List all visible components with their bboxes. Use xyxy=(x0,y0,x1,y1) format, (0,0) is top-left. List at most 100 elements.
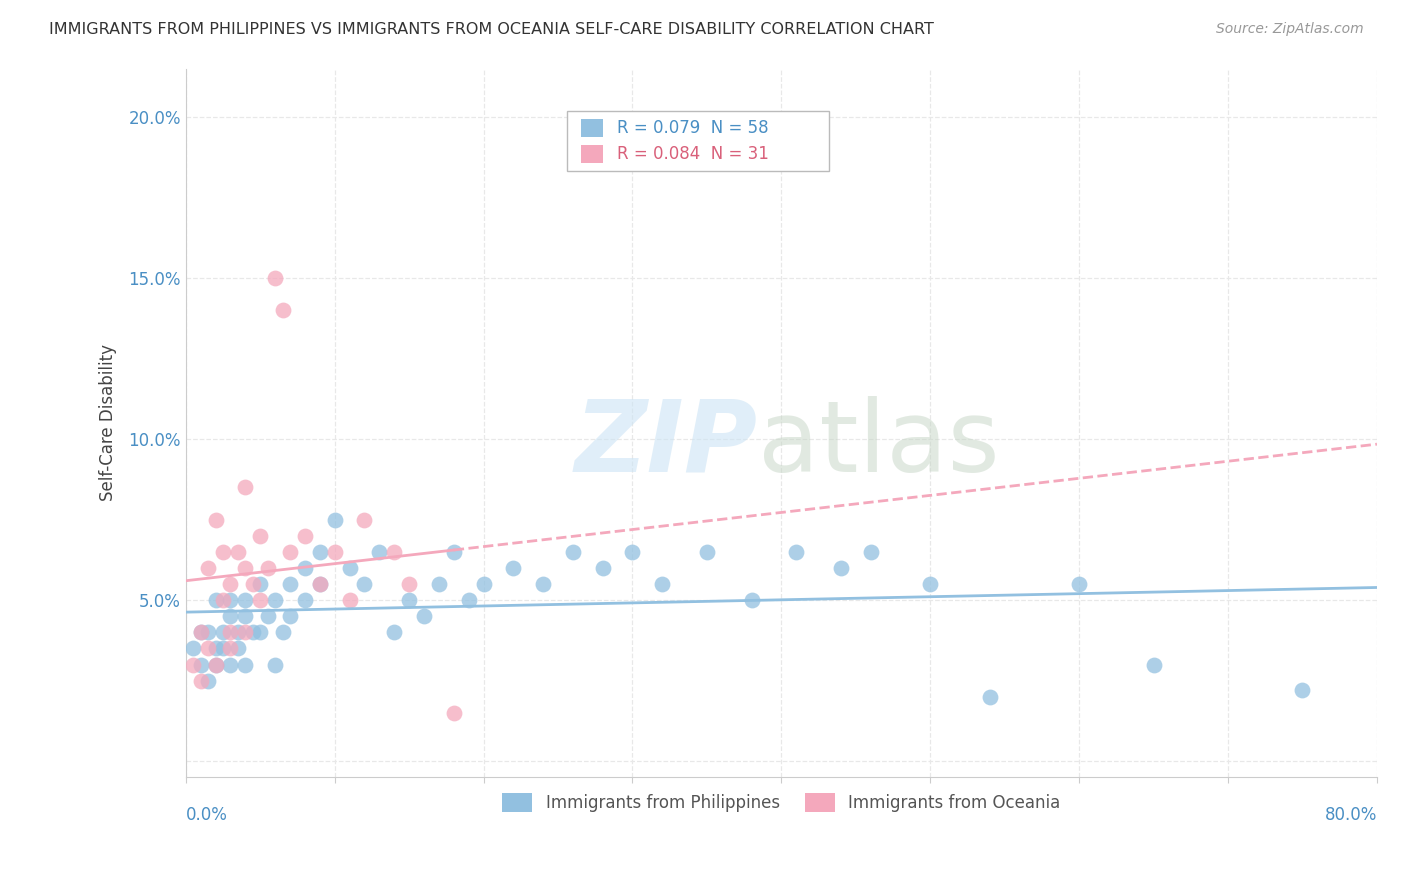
Point xyxy=(382,545,405,559)
Point xyxy=(264,593,287,607)
Text: R = 0.084  N = 31: R = 0.084 N = 31 xyxy=(617,145,769,163)
Point xyxy=(235,625,257,640)
Point xyxy=(621,545,644,559)
Point xyxy=(235,480,257,494)
Point xyxy=(830,561,852,575)
Point xyxy=(443,706,465,720)
Point xyxy=(264,271,287,285)
Point xyxy=(294,529,316,543)
Text: R = 0.079  N = 58: R = 0.079 N = 58 xyxy=(617,120,769,137)
Point xyxy=(212,641,235,656)
Point xyxy=(1142,657,1164,672)
Point xyxy=(235,657,257,672)
Point xyxy=(323,545,346,559)
Point xyxy=(398,593,420,607)
Point xyxy=(242,625,264,640)
Point xyxy=(920,577,942,591)
Legend: Immigrants from Philippines, Immigrants from Oceania: Immigrants from Philippines, Immigrants … xyxy=(496,786,1067,819)
Point xyxy=(457,593,479,607)
Point xyxy=(204,641,226,656)
Point xyxy=(271,625,294,640)
Point xyxy=(592,561,614,575)
Point xyxy=(271,303,294,318)
Text: IMMIGRANTS FROM PHILIPPINES VS IMMIGRANTS FROM OCEANIA SELF-CARE DISABILITY CORR: IMMIGRANTS FROM PHILIPPINES VS IMMIGRANT… xyxy=(49,22,934,37)
Point xyxy=(219,609,242,624)
Point xyxy=(323,513,346,527)
Point xyxy=(278,545,301,559)
Point xyxy=(190,625,212,640)
Point xyxy=(235,609,257,624)
Point xyxy=(651,577,673,591)
Point xyxy=(256,561,278,575)
Point xyxy=(443,545,465,559)
Point xyxy=(181,641,204,656)
FancyBboxPatch shape xyxy=(581,120,603,137)
Point xyxy=(190,673,212,688)
Point xyxy=(353,577,375,591)
Point xyxy=(204,657,226,672)
Point xyxy=(368,545,391,559)
Point xyxy=(696,545,718,559)
Text: 80.0%: 80.0% xyxy=(1324,806,1376,824)
Point xyxy=(249,593,271,607)
Point xyxy=(413,609,436,624)
Point xyxy=(249,577,271,591)
FancyBboxPatch shape xyxy=(581,145,603,163)
Point xyxy=(502,561,524,575)
Point xyxy=(979,690,1001,704)
Point xyxy=(264,657,287,672)
Point xyxy=(219,641,242,656)
Point xyxy=(427,577,450,591)
Point xyxy=(204,593,226,607)
Point xyxy=(249,529,271,543)
Point xyxy=(219,593,242,607)
Point xyxy=(278,609,301,624)
Point xyxy=(190,625,212,640)
Point xyxy=(785,545,807,559)
Point xyxy=(235,593,257,607)
Point xyxy=(212,625,235,640)
Point xyxy=(190,657,212,672)
FancyBboxPatch shape xyxy=(567,111,830,171)
Text: ZIP: ZIP xyxy=(575,396,758,492)
Point xyxy=(308,577,330,591)
Point xyxy=(219,577,242,591)
Point xyxy=(197,641,219,656)
Point xyxy=(472,577,495,591)
Point xyxy=(531,577,554,591)
Point xyxy=(226,545,249,559)
Point xyxy=(242,577,264,591)
Point xyxy=(226,625,249,640)
Text: Source: ZipAtlas.com: Source: ZipAtlas.com xyxy=(1216,22,1364,37)
Point xyxy=(382,625,405,640)
Point xyxy=(197,625,219,640)
Point xyxy=(256,609,278,624)
Point xyxy=(294,593,316,607)
Point xyxy=(353,513,375,527)
Point xyxy=(212,545,235,559)
Point xyxy=(235,561,257,575)
Point xyxy=(212,593,235,607)
Point xyxy=(181,657,204,672)
Point xyxy=(308,545,330,559)
Point xyxy=(561,545,583,559)
Point xyxy=(339,593,361,607)
Point xyxy=(859,545,882,559)
Point xyxy=(278,577,301,591)
Point xyxy=(226,641,249,656)
Point xyxy=(398,577,420,591)
Point xyxy=(1069,577,1091,591)
Point xyxy=(197,673,219,688)
Text: 0.0%: 0.0% xyxy=(186,806,228,824)
Point xyxy=(204,513,226,527)
Point xyxy=(249,625,271,640)
Y-axis label: Self-Care Disability: Self-Care Disability xyxy=(100,344,117,501)
Point xyxy=(741,593,763,607)
Point xyxy=(219,625,242,640)
Point xyxy=(219,657,242,672)
Point xyxy=(197,561,219,575)
Point xyxy=(339,561,361,575)
Point xyxy=(308,577,330,591)
Text: atlas: atlas xyxy=(758,396,1000,492)
Point xyxy=(294,561,316,575)
